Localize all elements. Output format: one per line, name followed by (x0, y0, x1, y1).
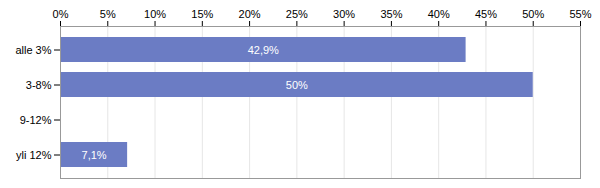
svg-text:0%: 0% (53, 8, 69, 20)
svg-text:30%: 30% (333, 8, 355, 20)
svg-text:alle 3%: alle 3% (15, 44, 51, 56)
svg-text:55%: 55% (569, 8, 591, 20)
svg-text:9-12%: 9-12% (20, 114, 52, 126)
svg-text:3-8%: 3-8% (26, 79, 52, 91)
svg-text:10%: 10% (144, 8, 166, 20)
svg-text:20%: 20% (239, 8, 261, 20)
svg-text:40%: 40% (428, 8, 450, 20)
svg-text:45%: 45% (475, 8, 497, 20)
svg-text:25%: 25% (286, 8, 308, 20)
svg-text:5%: 5% (100, 8, 116, 20)
svg-text:7,1%: 7,1% (82, 149, 107, 161)
svg-text:35%: 35% (380, 8, 402, 20)
svg-text:15%: 15% (191, 8, 213, 20)
svg-text:yli 12%: yli 12% (16, 149, 52, 161)
svg-text:50%: 50% (286, 79, 308, 91)
svg-text:42,9%: 42,9% (248, 44, 279, 56)
svg-text:50%: 50% (522, 8, 544, 20)
